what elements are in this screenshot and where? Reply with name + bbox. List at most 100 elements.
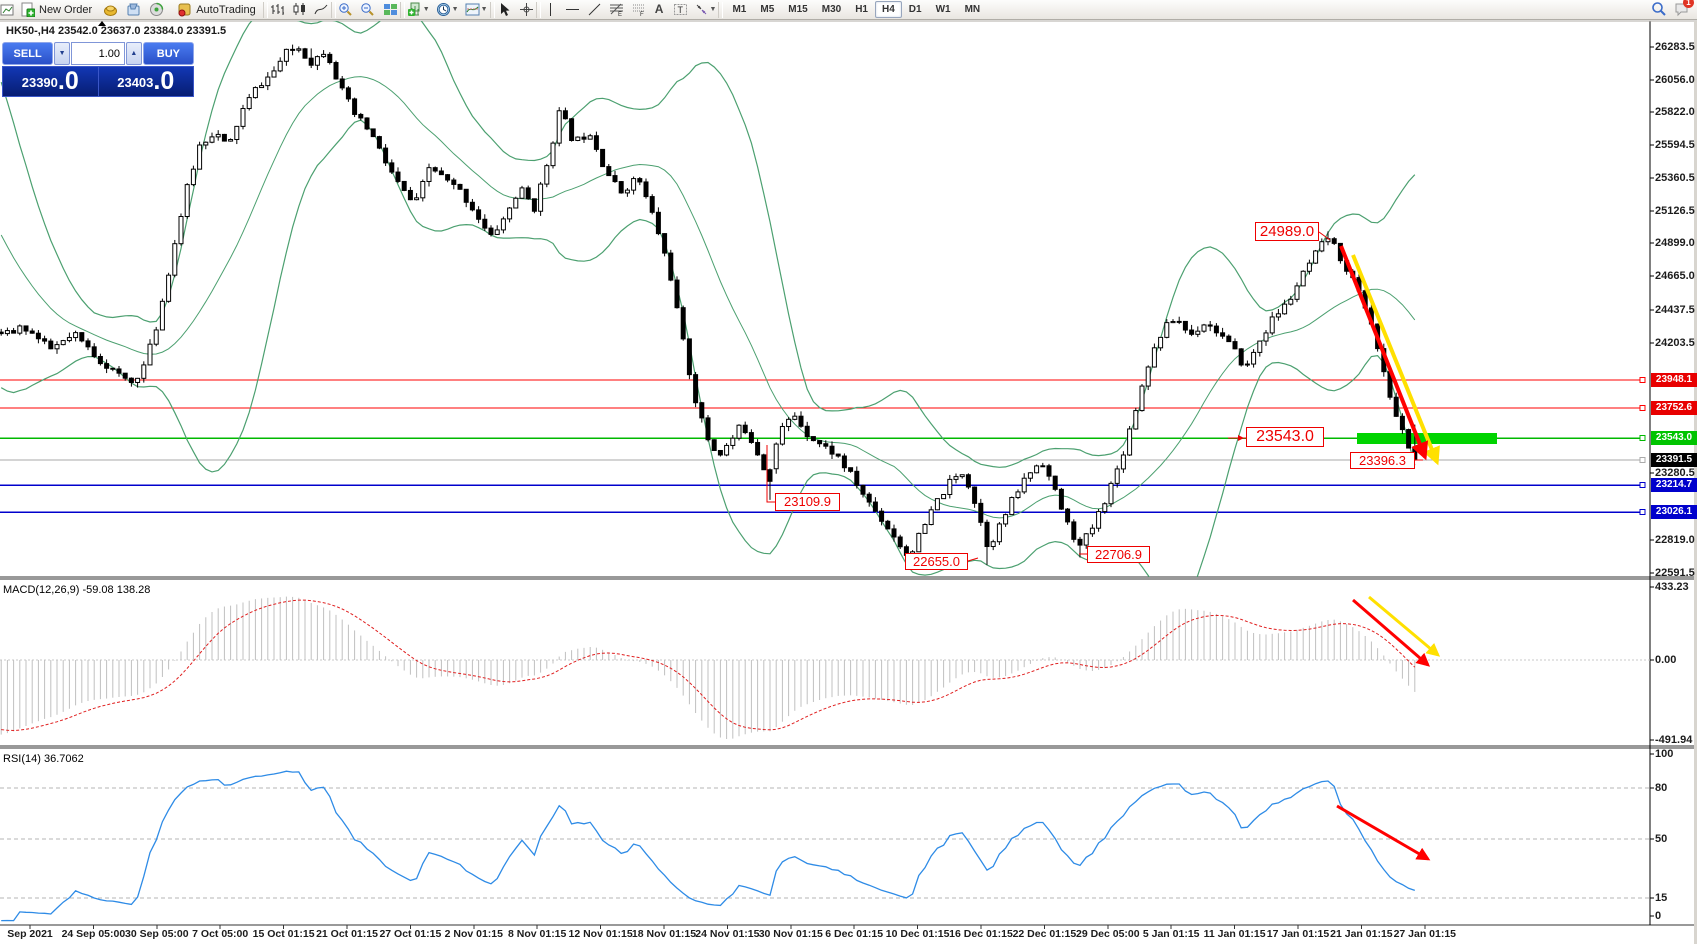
cursor-icon[interactable]	[497, 2, 512, 17]
sell-button[interactable]: SELL	[2, 42, 54, 65]
line-chart-icon[interactable]	[314, 2, 329, 17]
time-axis-label: 6 Dec 01:15	[825, 928, 884, 940]
time-axis-label: Sep 2021	[7, 928, 53, 940]
candlestick-chart-icon[interactable]	[292, 2, 307, 17]
time-axis-label: 27 Jan 01:15	[1393, 928, 1457, 940]
time-axis-label: 22 Dec 01:15	[1012, 928, 1077, 940]
time-axis-label: 24 Sep 05:00	[61, 928, 126, 940]
chevron-down-icon[interactable]: ▼	[709, 6, 717, 13]
annotation-connector	[967, 557, 979, 562]
price-annotation[interactable]: 22655.0	[905, 553, 968, 570]
rsi-trend-arrow[interactable]	[1336, 804, 1431, 861]
grid-tool-icon[interactable]: F	[631, 2, 646, 18]
volume-input[interactable]	[71, 42, 125, 65]
horizontal-line-tool-icon[interactable]	[565, 2, 580, 17]
price-badge: 23026.1	[1651, 505, 1697, 519]
search-icon[interactable]	[1651, 1, 1666, 16]
chevron-down-icon[interactable]: ▼	[422, 6, 430, 13]
chevron-down-icon[interactable]: ▼	[480, 6, 488, 13]
macd-axis-tick: 433.23	[1655, 581, 1689, 593]
timeframe-button-m1[interactable]: M1	[732, 4, 747, 15]
signals-icon[interactable]	[149, 2, 164, 17]
chevron-down-icon[interactable]: ▼	[451, 6, 459, 13]
text-tool-icon[interactable]: A	[654, 2, 664, 16]
zoom-in-icon[interactable]	[338, 2, 353, 17]
sell-price[interactable]: 23390.0	[21, 67, 79, 95]
buy-price[interactable]: 23403.0	[117, 67, 175, 95]
price-annotation[interactable]: 22706.9	[1087, 546, 1150, 563]
price-badge: 23543.0	[1651, 431, 1697, 445]
line-end-marker	[1639, 405, 1646, 411]
annotation-connector	[1318, 231, 1331, 241]
trend-arrow[interactable]	[1351, 254, 1440, 466]
macd-label: MACD(12,26,9) -59.08 138.28	[3, 584, 151, 596]
toolbar: New Order AutoTrading	[0, 0, 1697, 20]
price-annotation[interactable]: 23109.9	[775, 493, 840, 511]
volume-increase-button[interactable]: ▲	[126, 42, 142, 65]
macd-signal-line	[1, 599, 1416, 732]
rsi-panel	[0, 770, 1650, 922]
text-label-tool-icon[interactable]: T	[673, 2, 688, 17]
time-axis-label: 21 Jan 01:15	[1330, 928, 1393, 940]
toolbar-separator	[330, 1, 336, 18]
line-end-marker	[1639, 377, 1646, 383]
timeframe-button-h4[interactable]: H4	[874, 1, 902, 18]
trendline-tool-icon[interactable]	[587, 2, 602, 17]
crosshair-icon[interactable]	[519, 2, 534, 17]
candles	[0, 44, 1418, 565]
timeframe-button-m30[interactable]: M30	[821, 4, 842, 15]
fibonacci-tool-icon[interactable]: E	[609, 2, 624, 18]
zoom-out-icon[interactable]	[360, 2, 375, 17]
price-axis-tick: 26056.0	[1655, 74, 1695, 86]
time-axis-label: 29 Dec 05:00	[1075, 928, 1140, 940]
line-end-marker	[1639, 482, 1646, 488]
annotation-connector	[766, 445, 775, 503]
time-axis-label: 16 Dec 01:15	[949, 928, 1013, 940]
line-end-marker	[1639, 457, 1646, 463]
time-axis-label: 2 Nov 01:15	[444, 928, 503, 940]
templates-icon[interactable]	[465, 2, 480, 17]
price-annotation[interactable]: 23396.3	[1350, 452, 1415, 469]
rsi-axis-tick: 15	[1655, 892, 1668, 904]
trend-arrow[interactable]	[1339, 245, 1429, 461]
metaeditor-icon[interactable]	[126, 2, 141, 17]
timeframe-button-m15[interactable]: M15	[788, 4, 808, 15]
timeframe-button-d1[interactable]: D1	[908, 4, 922, 15]
periods-clock-icon[interactable]	[436, 2, 451, 17]
macd-axis-tick: 0.00	[1655, 654, 1677, 666]
chart-mini-icon[interactable]	[0, 2, 15, 17]
timeframe-button-m5[interactable]: M5	[760, 4, 775, 15]
trade-panel-collapse-arrow[interactable]	[98, 21, 106, 26]
tile-windows-icon[interactable]	[383, 2, 398, 17]
price-axis-tick: 24899.0	[1655, 237, 1695, 249]
volume-decrease-button[interactable]: ▼	[54, 42, 70, 65]
bar-chart-icon[interactable]	[270, 2, 285, 17]
macd-trend-arrow[interactable]	[1368, 595, 1441, 657]
autotrading-button[interactable]: AutoTrading	[172, 1, 261, 19]
new-order-label: New Order	[39, 3, 93, 16]
timeframe-button-h1[interactable]: H1	[855, 4, 868, 15]
gold-deposit-icon[interactable]	[103, 2, 118, 17]
timeframe-button-w1[interactable]: W1	[935, 4, 951, 15]
time-axis-label: 27 Oct 01:15	[379, 928, 442, 940]
toolbar-separator	[718, 1, 724, 18]
timeframe-button-mn[interactable]: MN	[964, 4, 981, 15]
macd-trend-arrow[interactable]	[1352, 598, 1431, 667]
price-axis-tick: 23280.5	[1655, 467, 1695, 479]
main-chart	[0, 21, 1646, 577]
vertical-line-tool-icon[interactable]	[543, 2, 558, 17]
new-order-button[interactable]: New Order	[15, 1, 97, 19]
svg-text:F: F	[640, 12, 644, 17]
price-axis-tick: 22591.5	[1655, 567, 1695, 579]
price-annotation[interactable]: 24989.0	[1255, 222, 1319, 241]
indicators-add-icon[interactable]	[407, 2, 422, 17]
line-end-marker	[1639, 435, 1646, 441]
autotrading-icon	[177, 2, 192, 17]
one-click-trading-panel: SELL ▼ ▲ BUY 23390.0 23403.0	[2, 42, 194, 97]
shapes-tool-icon[interactable]	[694, 2, 709, 17]
notifications-icon[interactable]: 1	[1674, 0, 1694, 17]
buy-button[interactable]: BUY	[142, 42, 194, 65]
price-annotation[interactable]: 23543.0	[1246, 427, 1324, 447]
